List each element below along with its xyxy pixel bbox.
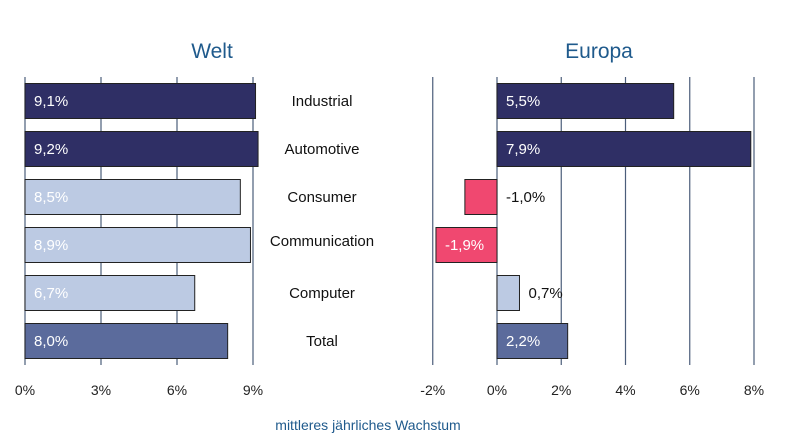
europa-bar-industrial	[496, 83, 675, 119]
welt-tick-label: 3%	[91, 382, 111, 398]
welt-bar-total	[24, 323, 229, 359]
category-labels: Industrial Automotive Consumer Communicatio…	[270, 93, 374, 350]
europa-bar-total	[496, 323, 569, 359]
welt-bar-computer	[24, 275, 196, 311]
welt-bar-consumer	[24, 179, 241, 215]
europa-tick-label: -2%	[420, 382, 445, 398]
europa-bar-automotive	[496, 131, 752, 167]
welt-tick-label: 6%	[167, 382, 187, 398]
welt-bar-industrial	[24, 83, 257, 119]
europa-value-label-communication: -1,9%	[445, 237, 484, 254]
category-label-communication: Communication	[270, 233, 374, 250]
welt-value-label-industrial: 9,1%	[34, 93, 68, 110]
europa-tick-label: 0%	[487, 382, 507, 398]
europa-title: Europa	[565, 40, 633, 63]
europa-value-label-automotive: 7,9%	[506, 141, 540, 158]
welt-title: Welt	[191, 40, 233, 63]
category-label-industrial: Industrial	[292, 93, 353, 110]
europa-bar-computer	[496, 275, 520, 311]
welt-bars: 9,1% 9,2% 8,5% 8,9% 6,7% 8,0%	[24, 83, 259, 359]
welt-bar-automotive	[24, 131, 259, 167]
europa-value-label-total: 2,2%	[506, 333, 540, 350]
welt-bar-communication	[24, 227, 251, 263]
x-axis-label: mittleres jährliches Wachstum	[275, 417, 460, 433]
europa-tick-label: 6%	[680, 382, 700, 398]
welt-value-label-consumer: 8,5%	[34, 189, 68, 206]
europa-tick-labels: -2% 0% 2% 4% 6% 8%	[420, 382, 764, 398]
europa-value-label-industrial: 5,5%	[506, 93, 540, 110]
category-label-automotive: Automotive	[284, 141, 359, 158]
europa-tick-label: 2%	[551, 382, 571, 398]
welt-gridlines	[24, 77, 254, 365]
europa-bar-communication	[435, 227, 498, 263]
welt-value-label-automotive: 9,2%	[34, 141, 68, 158]
welt-value-label-communication: 8,9%	[34, 237, 68, 254]
europa-tick-label: 8%	[744, 382, 764, 398]
europa-value-label-computer: 0,7%	[528, 285, 562, 302]
welt-value-label-total: 8,0%	[34, 333, 68, 350]
europa-bar-consumer	[464, 179, 498, 215]
category-label-total: Total	[306, 333, 338, 350]
welt-value-label-computer: 6,7%	[34, 285, 68, 302]
welt-tick-label: 9%	[243, 382, 263, 398]
europa-gridlines	[432, 77, 755, 365]
europa-tick-label: 4%	[615, 382, 635, 398]
category-label-computer: Computer	[289, 285, 355, 302]
europa-bars: 5,5% 7,9% -1,0% -1,9% 0,7% 2,2%	[435, 83, 752, 359]
welt-tick-labels: 0% 3% 6% 9%	[15, 382, 263, 398]
category-label-consumer: Consumer	[287, 189, 356, 206]
welt-tick-label: 0%	[15, 382, 35, 398]
europa-value-label-consumer: -1,0%	[506, 189, 545, 206]
